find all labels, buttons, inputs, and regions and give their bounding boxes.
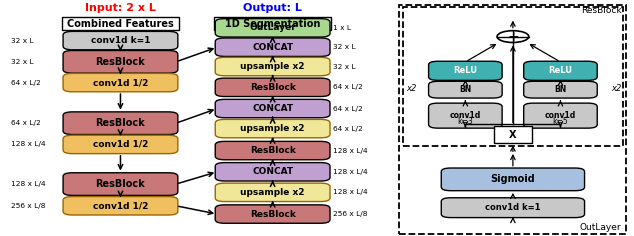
Bar — [403, 7, 623, 146]
FancyBboxPatch shape — [63, 112, 178, 135]
Text: upsample x2: upsample x2 — [240, 62, 305, 71]
Text: conv1d k=1: conv1d k=1 — [485, 203, 541, 212]
FancyBboxPatch shape — [216, 38, 330, 56]
Text: upsample x2: upsample x2 — [240, 188, 305, 197]
FancyBboxPatch shape — [63, 31, 178, 50]
FancyBboxPatch shape — [524, 81, 597, 98]
FancyBboxPatch shape — [63, 73, 178, 92]
Text: 256 x L/8: 256 x L/8 — [11, 203, 46, 209]
FancyBboxPatch shape — [216, 78, 330, 97]
Text: ReLU: ReLU — [548, 66, 573, 75]
Text: 128 x L/4: 128 x L/4 — [11, 181, 46, 187]
Text: 1 x L: 1 x L — [333, 25, 351, 31]
Text: 256 x L/8: 256 x L/8 — [333, 211, 368, 217]
Text: BN: BN — [459, 85, 472, 94]
Text: 64 x L/2: 64 x L/2 — [11, 120, 41, 126]
FancyBboxPatch shape — [524, 103, 597, 128]
FancyBboxPatch shape — [63, 173, 178, 195]
Text: conv1d 1/2: conv1d 1/2 — [93, 201, 148, 210]
Text: upsample x2: upsample x2 — [240, 124, 305, 133]
Text: +: + — [507, 30, 519, 44]
FancyBboxPatch shape — [63, 135, 178, 154]
Text: Combined Features: Combined Features — [67, 19, 174, 29]
Text: 128 x L/4: 128 x L/4 — [333, 169, 368, 175]
FancyBboxPatch shape — [524, 61, 597, 80]
Text: ResBlock: ResBlock — [96, 57, 145, 67]
Text: k=5: k=5 — [553, 117, 568, 126]
Text: 64 x L/2: 64 x L/2 — [333, 84, 363, 90]
Text: conv1d k=1: conv1d k=1 — [91, 36, 150, 45]
FancyBboxPatch shape — [429, 103, 502, 128]
FancyBboxPatch shape — [216, 99, 330, 118]
Text: CONCAT: CONCAT — [252, 43, 293, 52]
Text: 64 x L/2: 64 x L/2 — [11, 80, 41, 86]
Text: 1D Segmentation: 1D Segmentation — [225, 19, 320, 29]
FancyBboxPatch shape — [63, 197, 178, 215]
Text: CONCAT: CONCAT — [252, 167, 293, 176]
Text: 128 x L/4: 128 x L/4 — [333, 148, 368, 154]
FancyBboxPatch shape — [63, 51, 178, 73]
Bar — [214, 17, 331, 30]
Text: OutLayer: OutLayer — [579, 223, 621, 232]
Text: ResBlock: ResBlock — [581, 6, 621, 15]
Text: conv1d: conv1d — [545, 111, 576, 120]
Text: Sigmoid: Sigmoid — [491, 174, 535, 184]
Text: 128 x L/4: 128 x L/4 — [11, 141, 46, 148]
Text: Input: 2 x L: Input: 2 x L — [85, 3, 156, 13]
Text: X: X — [509, 130, 517, 139]
FancyBboxPatch shape — [216, 57, 330, 76]
Text: ResBlock: ResBlock — [96, 179, 145, 189]
Text: 32 x L: 32 x L — [333, 63, 356, 70]
Text: conv1d: conv1d — [450, 111, 481, 120]
FancyBboxPatch shape — [429, 61, 502, 80]
Text: k=3: k=3 — [458, 117, 473, 126]
Text: Output: L: Output: L — [243, 3, 302, 13]
FancyBboxPatch shape — [441, 198, 585, 218]
Text: ResBlock: ResBlock — [96, 118, 145, 128]
Text: OutLayer: OutLayer — [249, 23, 296, 32]
FancyBboxPatch shape — [216, 119, 330, 138]
Bar — [399, 5, 626, 234]
Text: 32 x L: 32 x L — [11, 38, 34, 44]
Text: ReLU: ReLU — [453, 66, 477, 75]
Text: conv1d 1/2: conv1d 1/2 — [93, 78, 148, 87]
Text: x2: x2 — [611, 84, 621, 93]
FancyBboxPatch shape — [216, 205, 330, 223]
Text: 128 x L/4: 128 x L/4 — [333, 189, 368, 195]
FancyBboxPatch shape — [216, 183, 330, 202]
Text: CONCAT: CONCAT — [252, 104, 293, 113]
Circle shape — [497, 31, 529, 42]
FancyBboxPatch shape — [216, 141, 330, 160]
Text: ResBlock: ResBlock — [250, 210, 295, 219]
Bar — [494, 126, 532, 143]
Text: 32 x L: 32 x L — [333, 44, 356, 50]
Text: BN: BN — [554, 85, 567, 94]
Text: x2: x2 — [406, 84, 416, 93]
Text: conv1d 1/2: conv1d 1/2 — [93, 140, 148, 149]
Text: ResBlock: ResBlock — [250, 146, 295, 155]
Text: 32 x L: 32 x L — [11, 59, 34, 65]
Bar — [62, 17, 179, 30]
Text: 64 x L/2: 64 x L/2 — [333, 126, 363, 132]
FancyBboxPatch shape — [216, 163, 330, 181]
Text: 64 x L/2: 64 x L/2 — [333, 105, 363, 112]
Text: ResBlock: ResBlock — [250, 83, 295, 92]
FancyBboxPatch shape — [429, 81, 502, 98]
FancyBboxPatch shape — [441, 168, 585, 191]
FancyBboxPatch shape — [216, 19, 330, 37]
